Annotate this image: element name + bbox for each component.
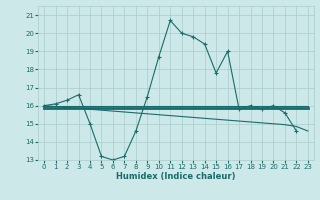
X-axis label: Humidex (Indice chaleur): Humidex (Indice chaleur) xyxy=(116,172,236,181)
